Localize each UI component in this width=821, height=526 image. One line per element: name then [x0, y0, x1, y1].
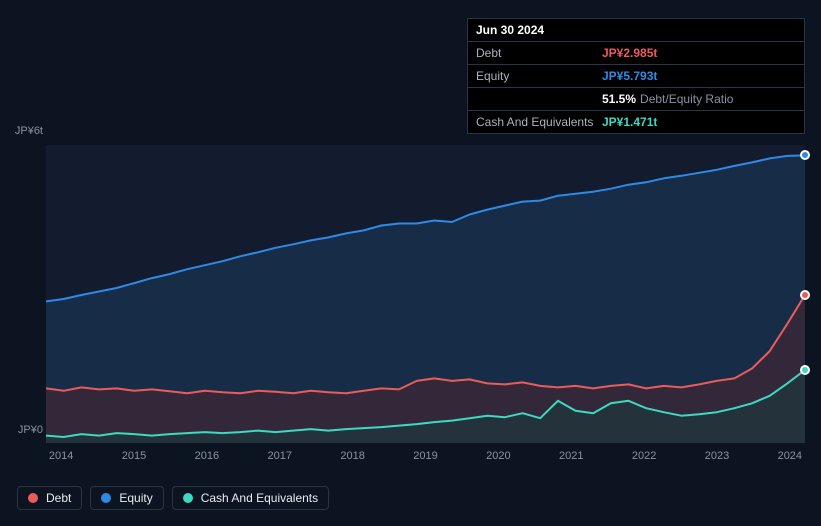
yaxis-label-top: JP¥6t	[7, 125, 43, 137]
legend-item-equity[interactable]: Equity	[90, 486, 163, 510]
legend-swatch	[101, 493, 111, 503]
xaxis-tick: 2023	[705, 450, 729, 462]
xaxis-tick: 2015	[122, 450, 146, 462]
yaxis-label-bottom: JP¥0	[7, 424, 43, 436]
tooltip-label: Equity	[476, 69, 602, 83]
legend-label: Equity	[119, 491, 152, 505]
tooltip-row-debt: Debt JP¥2.985t	[468, 42, 804, 65]
legend-swatch	[28, 493, 38, 503]
legend-label: Cash And Equivalents	[201, 491, 318, 505]
tooltip-row-ratio: 51.5% Debt/Equity Ratio	[468, 88, 804, 111]
tooltip-label: Cash And Equivalents	[476, 115, 602, 129]
tooltip-value: JP¥5.793t	[602, 69, 657, 83]
xaxis-tick: 2018	[340, 450, 364, 462]
chart-plot[interactable]	[46, 145, 805, 443]
tooltip-date-row: Jun 30 2024	[468, 19, 804, 42]
tooltip-label: Debt	[476, 46, 602, 60]
legend-swatch	[183, 493, 193, 503]
tooltip-value: JP¥1.471t	[602, 115, 657, 129]
legend-item-cash[interactable]: Cash And Equivalents	[172, 486, 329, 510]
xaxis-tick: 2019	[413, 450, 437, 462]
xaxis-tick: 2016	[195, 450, 219, 462]
legend: Debt Equity Cash And Equivalents	[17, 486, 329, 510]
xaxis-tick: 2017	[268, 450, 292, 462]
tooltip-row-cash: Cash And Equivalents JP¥1.471t	[468, 111, 804, 133]
xaxis-tick: 2021	[559, 450, 583, 462]
series-marker	[800, 290, 810, 300]
tooltip-row-equity: Equity JP¥5.793t	[468, 65, 804, 88]
tooltip-aux: Debt/Equity Ratio	[640, 92, 733, 106]
xaxis-tick: 2014	[49, 450, 73, 462]
tooltip-value: JP¥2.985t	[602, 46, 657, 60]
legend-label: Debt	[46, 491, 71, 505]
xaxis-tick: 2020	[486, 450, 510, 462]
chart-tooltip: Jun 30 2024 Debt JP¥2.985t Equity JP¥5.7…	[467, 18, 805, 134]
xaxis-tick: 2024	[778, 450, 802, 462]
series-marker	[800, 150, 810, 160]
tooltip-value: 51.5%	[602, 92, 636, 106]
xaxis-tick: 2022	[632, 450, 656, 462]
tooltip-date: Jun 30 2024	[476, 23, 544, 37]
legend-item-debt[interactable]: Debt	[17, 486, 82, 510]
series-marker	[800, 365, 810, 375]
